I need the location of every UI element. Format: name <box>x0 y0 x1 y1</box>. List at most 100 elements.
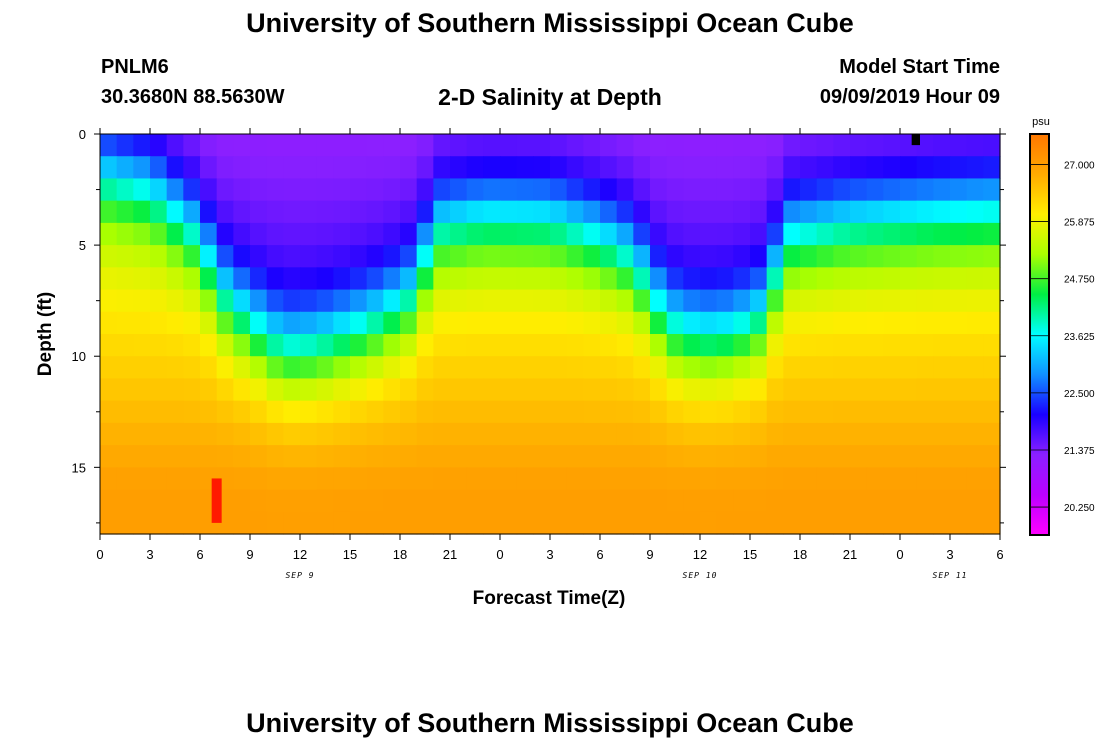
heatmap-cell <box>950 467 968 491</box>
heatmap-cell <box>116 467 134 491</box>
heatmap-cell <box>566 445 584 468</box>
heatmap-cell <box>816 245 834 268</box>
heatmap-cell <box>500 445 518 468</box>
heatmap-cell <box>866 334 884 357</box>
heatmap-cell <box>466 289 484 313</box>
heatmap-cell <box>833 156 851 180</box>
heatmap-cell <box>833 178 851 202</box>
heatmap-cell <box>383 267 401 291</box>
heatmap-cell <box>633 200 651 224</box>
heatmap-cell <box>150 267 168 291</box>
heatmap-cell <box>266 311 284 335</box>
heatmap-cell <box>266 467 284 491</box>
heatmap-cell <box>950 511 968 535</box>
heatmap-cell <box>500 178 518 202</box>
colorbar-tick-label: 25.875 <box>1064 218 1095 229</box>
heatmap-cell <box>816 445 834 468</box>
heatmap-cell <box>883 334 901 357</box>
heatmap-cell <box>800 267 818 291</box>
heatmap-cell <box>350 156 368 180</box>
heatmap-cell <box>550 422 568 446</box>
heatmap-cell <box>883 445 901 468</box>
heatmap-cell <box>833 467 851 491</box>
colorbar-tick-label: 24.750 <box>1064 275 1095 286</box>
heatmap-cell <box>916 489 934 513</box>
heatmap-cell <box>733 356 751 380</box>
heatmap-cell <box>650 489 668 513</box>
heatmap-cell <box>883 267 901 291</box>
heatmap-cell <box>900 311 918 335</box>
heatmap-cell <box>950 156 968 180</box>
heatmap-cell <box>816 200 834 224</box>
heatmap-cell <box>866 289 884 313</box>
heatmap-cell <box>900 511 918 535</box>
heatmap-cell <box>416 222 434 246</box>
heatmap-cell <box>750 467 768 491</box>
heatmap-cell <box>466 334 484 357</box>
heatmap-cell <box>650 245 668 268</box>
heatmap-cell <box>783 134 801 157</box>
heatmap-cell <box>333 422 351 446</box>
heatmap-cell <box>566 200 584 224</box>
heatmap-cell <box>383 311 401 335</box>
heatmap-cell <box>550 134 568 157</box>
heatmap-cell <box>866 222 884 246</box>
heatmap-cell <box>283 400 301 424</box>
heatmap-cell <box>433 311 451 335</box>
heatmap-cell <box>100 378 118 402</box>
heatmap-cell <box>566 356 584 380</box>
heatmap-cell <box>400 200 418 224</box>
heatmap-cell <box>500 222 518 246</box>
heatmap-cell <box>983 489 1001 513</box>
heatmap-cell <box>533 245 551 268</box>
heatmap-cell <box>983 467 1001 491</box>
heatmap-cell <box>100 334 118 357</box>
heatmap-cell <box>916 245 934 268</box>
plot-title: 2-D Salinity at Depth <box>438 84 662 110</box>
x-tick-label: 3 <box>546 547 553 562</box>
heatmap-cell <box>216 378 234 402</box>
heatmap-cell <box>183 267 201 291</box>
heatmap-cell <box>783 311 801 335</box>
heatmap-cell <box>983 289 1001 313</box>
heatmap-cell <box>250 378 268 402</box>
heatmap-cell <box>283 200 301 224</box>
heatmap-cell <box>933 289 951 313</box>
heatmap-cell <box>583 267 601 291</box>
heatmap-cell <box>683 134 701 157</box>
heatmap-cell <box>433 134 451 157</box>
heatmap-cell <box>516 511 534 535</box>
heatmap-cell <box>433 356 451 380</box>
heatmap-cell <box>950 445 968 468</box>
heatmap-cell <box>133 511 151 535</box>
heatmap-cell <box>183 511 201 535</box>
heatmap-cell <box>466 511 484 535</box>
heatmap-cell <box>600 489 618 513</box>
heatmap-cell <box>850 156 868 180</box>
heatmap-cell <box>250 311 268 335</box>
heatmap-cell <box>283 422 301 446</box>
heatmap-cell <box>533 445 551 468</box>
heatmap-cell <box>900 489 918 513</box>
heatmap-cell <box>116 222 134 246</box>
heatmap-cell <box>350 378 368 402</box>
heatmap-cell <box>883 511 901 535</box>
heatmap-cell <box>866 267 884 291</box>
heatmap-cell <box>800 445 818 468</box>
heatmap-cell <box>916 422 934 446</box>
heatmap-cell <box>700 334 718 357</box>
heatmap-cell <box>383 445 401 468</box>
heatmap-cell <box>983 511 1001 535</box>
heatmap-cell <box>866 422 884 446</box>
heatmap-cell <box>316 245 334 268</box>
heatmap-cell <box>633 178 651 202</box>
heatmap-cell <box>900 200 918 224</box>
heatmap-cell <box>666 178 684 202</box>
heatmap-cell <box>466 222 484 246</box>
heatmap-cell <box>633 511 651 535</box>
heatmap-cell <box>866 378 884 402</box>
heatmap-cell <box>100 245 118 268</box>
heatmap-cell <box>433 222 451 246</box>
heatmap-cell <box>316 134 334 157</box>
